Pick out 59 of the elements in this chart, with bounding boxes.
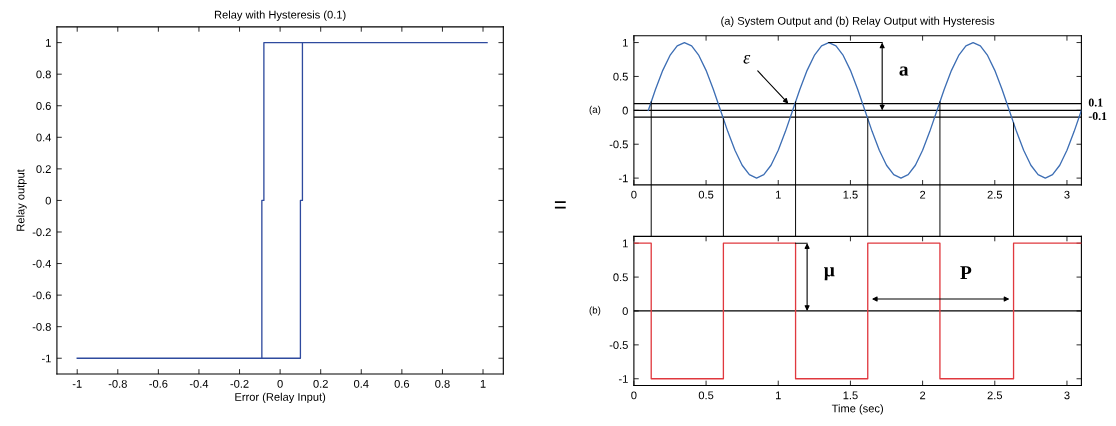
x-tick-label: 3 [1064,391,1070,400]
x-tick-label: 0.5 [698,190,714,199]
y-tick-label: -0.5 [609,140,628,149]
y-tick-label: 0 [622,106,628,115]
y-tick-label: -0.4 [32,259,52,268]
x-tick-label: 0.5 [698,391,714,400]
x-tick-label: -0.2 [230,379,249,388]
y-tick-label: 1 [623,38,628,47]
y-tick-label: -1 [41,354,51,363]
x-tick-label: -0.4 [189,379,209,388]
annotation: μ [824,267,835,281]
ref-line-label: 0.1 [1088,98,1103,107]
text: = [554,201,566,209]
x-axis-title: Time (sec) [831,404,883,415]
x-tick-label: 2 [920,391,926,400]
annotation: ε [743,54,751,64]
y-tick-label: -0.8 [32,322,51,331]
x-tick-label: 1 [776,391,781,400]
y-axis-title: Relay output [16,169,27,231]
y-tick-label: 0.5 [613,72,628,81]
x-tick-label: 0.8 [435,379,450,388]
x-tick-label: 2 [920,190,926,199]
ref-line-label: -0.1 [1088,112,1107,121]
x-tick-label: 1 [480,379,486,388]
x-tick-label: 0.4 [353,379,369,388]
chart-title: Relay with Hysteresis (0.1) [214,10,346,21]
chart-title: (a) System Output and (b) Relay Output with Hysteresis [721,16,995,27]
x-tick-label: 0 [631,190,637,199]
y-tick-label: 0 [622,307,628,316]
x-tick-label: 1.5 [843,190,858,199]
x-tick-label: 0 [277,379,283,388]
annotation: a [899,66,909,76]
y-tick-label: 1 [623,239,628,248]
x-tick-label: 3 [1064,190,1070,199]
x-axis-title: Error (Relay Input) [235,392,326,404]
y-tick-label: 1 [46,39,51,47]
x-tick-label: 2.5 [987,391,1003,400]
x-tick-label: 1 [776,190,781,199]
x-tick-label: 0 [631,391,637,400]
y-tick-label: 0 [45,196,51,205]
x-tick-label: 0.2 [313,379,328,388]
annotation: P [960,266,972,280]
y-tick-label: 0.2 [36,165,51,174]
x-tick-label: 1.5 [843,391,858,400]
y-tick-label: 0.6 [36,102,51,110]
x-tick-label: -0.8 [108,379,127,388]
x-tick-label: -0.6 [149,379,168,388]
y-tick-label: 0.4 [36,133,52,142]
y-tick-label: -1 [618,174,628,183]
y-tick-label: -0.5 [609,341,628,349]
y-tick-label: 0.5 [613,273,628,282]
x-tick-label: -1 [72,379,82,388]
y-tick-label: 0.8 [36,70,51,79]
y-axis-title: (a) [589,105,601,115]
y-axis-title: (b) [589,306,601,316]
x-tick-label: 2.5 [987,190,1003,199]
y-tick-label: -0.2 [32,228,51,237]
x-tick-label: 0.6 [394,379,410,388]
y-tick-label: -0.6 [32,291,51,300]
